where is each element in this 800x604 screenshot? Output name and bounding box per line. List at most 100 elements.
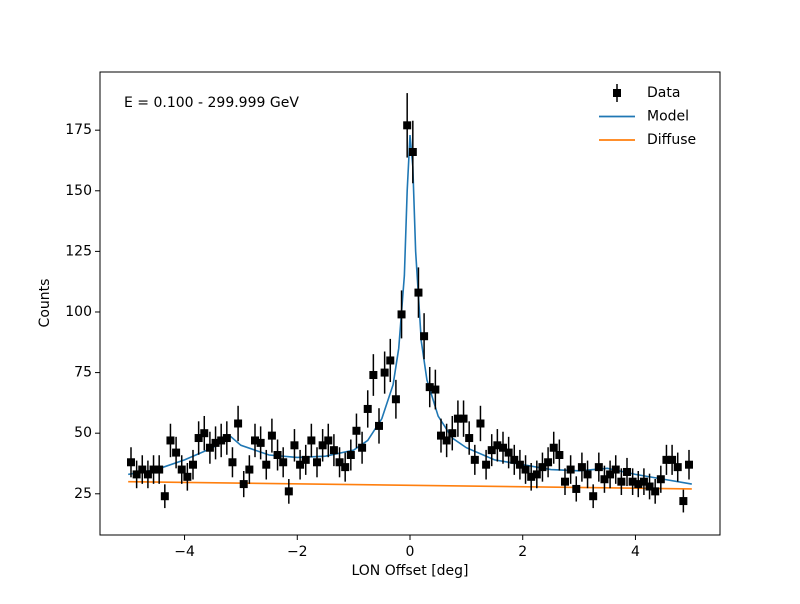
data-point: [639, 477, 648, 486]
data-point: [448, 429, 457, 438]
data-point: [189, 460, 197, 469]
data-point: [279, 458, 288, 467]
data-point: [228, 458, 237, 467]
data-point: [222, 434, 231, 443]
x-tick-label: 2: [518, 544, 527, 560]
plot-frame: [99, 71, 721, 536]
data-point: [177, 465, 186, 474]
data-point: [132, 470, 141, 479]
data-point: [403, 121, 412, 130]
data-point: [251, 436, 259, 445]
data-point: [504, 448, 513, 457]
data-point: [656, 475, 665, 484]
data-point: [166, 436, 175, 445]
data-point: [127, 458, 135, 467]
data-point: [335, 458, 344, 467]
data-point: [532, 470, 541, 479]
data-point: [301, 455, 310, 464]
data-point: [453, 414, 462, 423]
data-point: [194, 434, 203, 443]
data-point: [555, 451, 564, 460]
data-point: [572, 484, 581, 493]
data-point: [346, 451, 355, 460]
data-point: [391, 395, 400, 404]
data-point: [566, 465, 575, 474]
data-point: [527, 472, 536, 481]
data-point: [561, 477, 569, 486]
data-point: [341, 463, 350, 472]
data-point: [358, 443, 367, 452]
data-point: [380, 368, 389, 377]
data-point: [521, 465, 530, 474]
data-point: [538, 463, 547, 472]
legend-marker: [613, 89, 621, 97]
data-point: [499, 443, 507, 452]
data-point: [296, 460, 305, 469]
data-point: [234, 419, 243, 428]
data-point: [313, 458, 321, 467]
data-point: [476, 419, 485, 428]
data-point: [600, 475, 609, 484]
data-point: [267, 431, 276, 440]
data-point: [262, 460, 271, 469]
x-tick-label: −2: [287, 544, 308, 560]
y-tick-label: 125: [65, 243, 92, 259]
data-point: [668, 455, 677, 464]
y-tick-label: 50: [74, 425, 92, 441]
data-point: [651, 487, 660, 496]
data-point: [369, 371, 378, 380]
data-point: [662, 455, 671, 464]
data-point: [577, 463, 586, 472]
data-point: [470, 455, 479, 464]
data-point: [510, 455, 519, 464]
line: [128, 480, 692, 490]
legend-label: Model: [647, 109, 689, 125]
y-axis-label: Counts: [37, 279, 53, 328]
data-point: [544, 458, 553, 467]
data-point: [138, 465, 147, 474]
y-tick-label: 100: [65, 304, 92, 320]
data-point: [205, 443, 214, 452]
data-point: [408, 147, 417, 156]
data-point: [149, 465, 158, 474]
y-tick-label: 75: [74, 365, 92, 381]
data-point: [363, 404, 372, 413]
data-point: [245, 465, 254, 474]
data-point: [594, 463, 603, 472]
data-point: [386, 356, 395, 365]
data-point: [273, 451, 282, 460]
data-point: [200, 429, 209, 438]
data-point: [143, 470, 152, 479]
data-point: [628, 477, 637, 486]
data-point: [442, 436, 451, 445]
data-point: [623, 467, 631, 476]
data-point: [549, 443, 558, 452]
data-point: [583, 470, 592, 479]
data-point: [211, 438, 220, 447]
data-point: [256, 438, 265, 447]
data-point: [290, 441, 299, 450]
data-point: [482, 460, 491, 469]
x-tick-label: 4: [631, 544, 640, 560]
data-point: [465, 434, 474, 443]
data-point: [645, 482, 654, 491]
data-point: [155, 465, 164, 474]
data-point: [352, 426, 361, 435]
y-tick-label: 150: [65, 183, 92, 199]
data-point: [420, 332, 429, 341]
data-point: [673, 463, 682, 472]
data-point: [459, 414, 468, 423]
data-point: [515, 460, 524, 469]
y-tick-label: 25: [74, 486, 92, 502]
data-point: [217, 436, 226, 445]
data-point: [160, 492, 169, 501]
data-point: [425, 383, 434, 392]
data-point: [617, 477, 626, 486]
x-tick-label: 0: [406, 544, 415, 560]
legend-label: Diffuse: [647, 132, 696, 148]
y-tick-label: 175: [65, 122, 92, 138]
legend-label: Data: [647, 85, 680, 101]
data-point: [375, 421, 383, 430]
data-point: [431, 385, 440, 394]
